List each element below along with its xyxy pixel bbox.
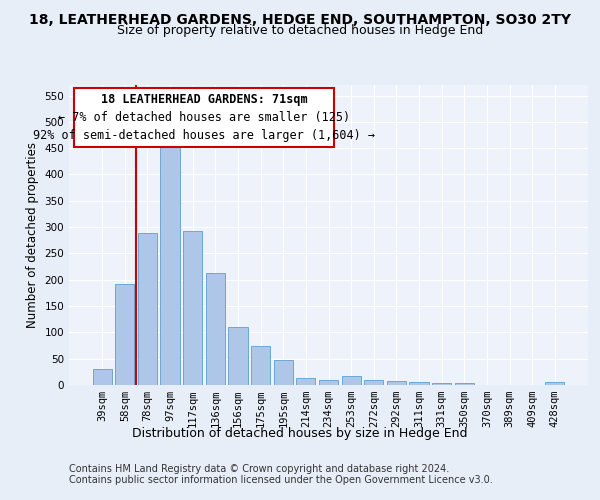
- Bar: [206, 273, 225, 385]
- Text: Size of property relative to detached houses in Hedge End: Size of property relative to detached ho…: [117, 24, 483, 37]
- Text: 92% of semi-detached houses are larger (1,604) →: 92% of semi-detached houses are larger (…: [33, 128, 375, 141]
- Text: Contains HM Land Registry data © Crown copyright and database right 2024.: Contains HM Land Registry data © Crown c…: [69, 464, 449, 474]
- Bar: [274, 360, 293, 385]
- Bar: [319, 380, 338, 385]
- Bar: [455, 383, 474, 385]
- Text: ← 7% of detached houses are smaller (125): ← 7% of detached houses are smaller (125…: [58, 110, 350, 124]
- Text: Distribution of detached houses by size in Hedge End: Distribution of detached houses by size …: [132, 428, 468, 440]
- Bar: [115, 284, 134, 385]
- Text: 18, LEATHERHEAD GARDENS, HEDGE END, SOUTHAMPTON, SO30 2TY: 18, LEATHERHEAD GARDENS, HEDGE END, SOUT…: [29, 12, 571, 26]
- Bar: [387, 382, 406, 385]
- Bar: [229, 327, 248, 385]
- Text: Contains public sector information licensed under the Open Government Licence v3: Contains public sector information licen…: [69, 475, 493, 485]
- FancyBboxPatch shape: [74, 88, 334, 146]
- Y-axis label: Number of detached properties: Number of detached properties: [26, 142, 39, 328]
- Bar: [432, 383, 451, 385]
- Bar: [341, 376, 361, 385]
- Bar: [251, 346, 270, 385]
- Bar: [545, 382, 565, 385]
- Bar: [296, 378, 316, 385]
- Bar: [364, 380, 383, 385]
- Bar: [183, 231, 202, 385]
- Bar: [138, 234, 157, 385]
- Bar: [92, 369, 112, 385]
- Bar: [160, 144, 180, 385]
- Bar: [409, 382, 428, 385]
- Text: 18 LEATHERHEAD GARDENS: 71sqm: 18 LEATHERHEAD GARDENS: 71sqm: [101, 92, 307, 106]
